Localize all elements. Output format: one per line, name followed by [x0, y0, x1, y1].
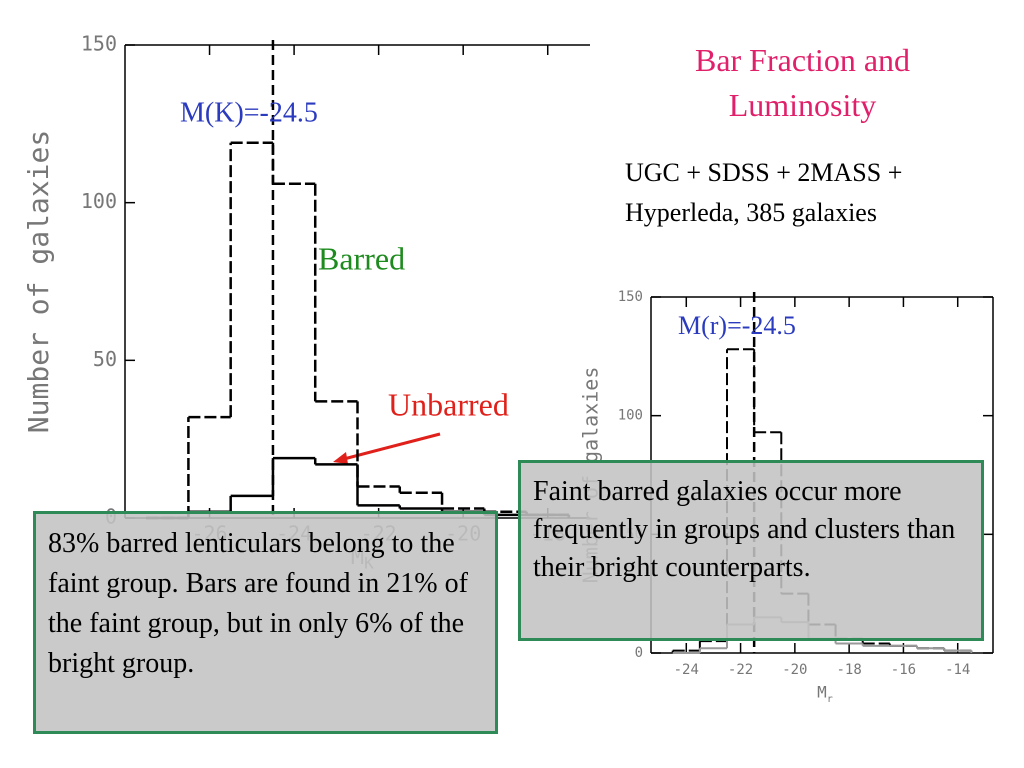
annotation: Barred — [318, 240, 405, 276]
annotation: Unbarred — [388, 386, 509, 422]
y-tick-label: 100 — [618, 408, 643, 424]
annotation-arrow — [339, 432, 441, 462]
reference-label: M(r)=-24.5 — [678, 311, 796, 340]
x-tick-label: -14 — [945, 662, 970, 678]
x-tick-label: -20 — [782, 662, 807, 678]
note-box: Faint barred galaxies occur more frequen… — [518, 460, 984, 641]
y-axis-label: Number of galaxies — [22, 130, 55, 433]
x-tick-label: -18 — [836, 662, 861, 678]
x-axis-label: M — [817, 683, 827, 702]
x-tick-label: -16 — [891, 662, 916, 678]
slide-source: UGC + SDSS + 2MASS + Hyperleda, 385 gala… — [625, 158, 903, 227]
reference-label: M(K)=-24.5 — [180, 97, 318, 128]
y-tick-label: 100 — [81, 189, 117, 213]
y-tick-label: 50 — [93, 347, 117, 371]
note-box: 83% barred lenticulars belong to the fai… — [33, 511, 498, 734]
x-tick-label: -24 — [674, 662, 699, 678]
y-tick-label: 150 — [618, 289, 643, 305]
x-tick-label: -22 — [728, 662, 753, 678]
y-tick-label: 0 — [635, 645, 643, 661]
y-tick-label: 150 — [81, 32, 117, 56]
slide-title: Bar Fraction and Luminosity — [694, 42, 911, 123]
annotation-arrowhead — [333, 452, 348, 464]
x-axis-label-sub: r — [827, 694, 833, 705]
